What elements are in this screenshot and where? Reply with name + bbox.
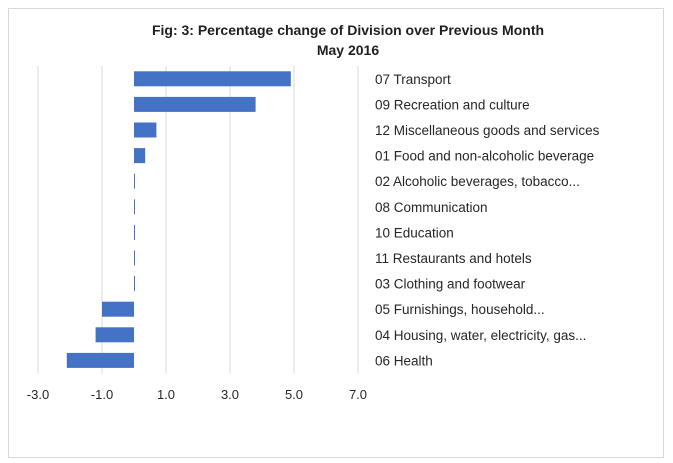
bars bbox=[66, 71, 291, 368]
category-label: 01 Food and non-alcoholic beverage bbox=[375, 149, 594, 164]
tick-label: -3.0 bbox=[27, 387, 49, 402]
bar bbox=[134, 250, 135, 266]
bar bbox=[95, 327, 134, 343]
category-label: 11 Restaurants and hotels bbox=[375, 251, 532, 266]
bar bbox=[134, 224, 135, 240]
category-label: 02 Alcoholic beverages, tobacco... bbox=[375, 174, 580, 189]
category-labels: 07 Transport 09 Recreation and culture 12 … bbox=[375, 72, 600, 369]
category-label: 06 Health bbox=[375, 353, 433, 368]
tick-label: 1.0 bbox=[157, 387, 175, 402]
bar bbox=[134, 173, 135, 189]
tick-label: 3.0 bbox=[221, 387, 239, 402]
tick-label: 7.0 bbox=[349, 387, 367, 402]
bar bbox=[134, 96, 256, 112]
bar bbox=[134, 199, 135, 215]
chart-frame bbox=[8, 8, 664, 458]
bar bbox=[134, 71, 291, 87]
category-label: 05 Furnishings, household... bbox=[375, 302, 545, 317]
bar bbox=[134, 276, 135, 292]
category-label: 12 Miscellaneous goods and services bbox=[375, 123, 600, 138]
category-label: 07 Transport bbox=[375, 72, 451, 87]
tick-label: -1.0 bbox=[91, 387, 113, 402]
bar bbox=[134, 122, 157, 138]
x-axis-ticks: -3.0 -1.0 1.0 3.0 5.0 7.0 bbox=[27, 387, 367, 402]
category-label: 10 Education bbox=[375, 225, 454, 240]
bar bbox=[134, 148, 146, 164]
chart-title: Fig: 3: Percentage change of Division ov… bbox=[152, 22, 544, 38]
category-label: 08 Communication bbox=[375, 200, 488, 215]
category-label: 04 Housing, water, electricity, gas... bbox=[375, 328, 586, 343]
bar bbox=[66, 352, 134, 368]
gridlines bbox=[37, 66, 359, 374]
category-label: 09 Recreation and culture bbox=[375, 97, 530, 112]
tick-label: 5.0 bbox=[285, 387, 303, 402]
chart-subtitle: May 2016 bbox=[317, 42, 379, 58]
bar bbox=[102, 301, 134, 317]
category-label: 03 Clothing and footwear bbox=[375, 277, 526, 292]
